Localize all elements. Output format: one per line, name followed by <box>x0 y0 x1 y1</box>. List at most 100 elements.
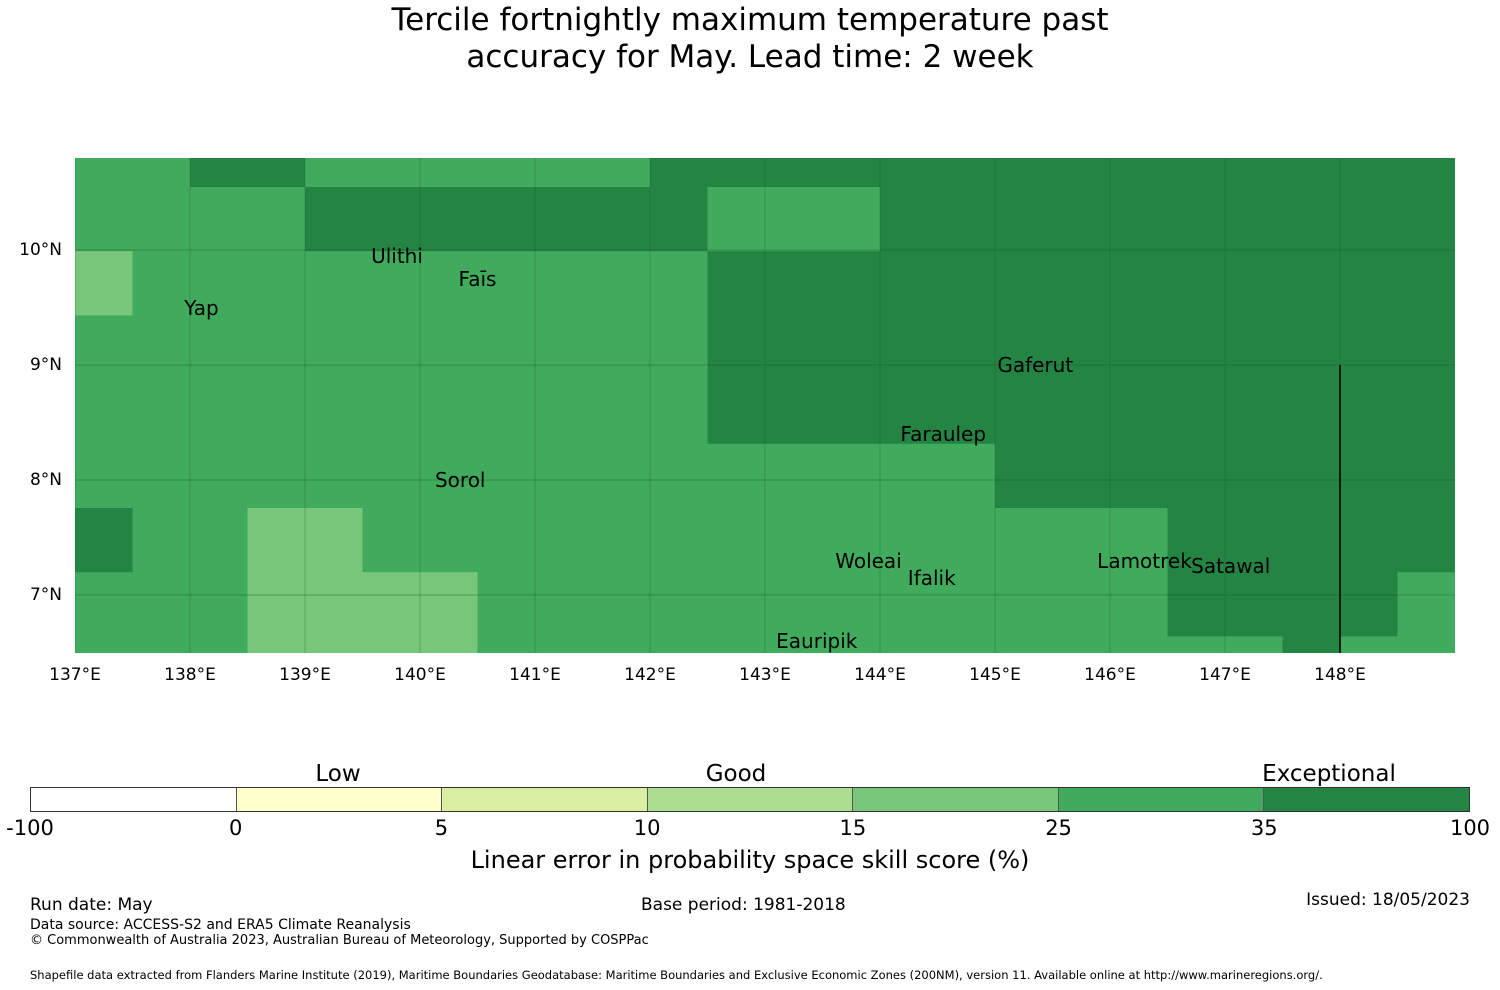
run-date: Run date: May <box>30 895 153 915</box>
grid-cell <box>650 158 709 188</box>
grid-cell <box>1167 158 1226 188</box>
grid-cell <box>190 315 249 381</box>
grid-cell <box>995 508 1054 573</box>
grid-cell <box>1110 636 1169 653</box>
grid-cell <box>1225 187 1284 252</box>
longitude-tick-label: 141°E <box>509 665 561 685</box>
grid-cell <box>1340 636 1399 653</box>
longitude-tick-label: 138°E <box>164 665 216 685</box>
place-label: Yap <box>184 295 219 320</box>
longitude-tick-label: 140°E <box>394 665 446 685</box>
grid-cell <box>880 508 939 573</box>
latitude-tick-label: 8°N <box>29 470 62 490</box>
grid-cell <box>1052 443 1111 509</box>
grid-cell <box>822 572 881 637</box>
longitude-tick-label: 146°E <box>1084 665 1136 685</box>
grid-cell <box>707 187 766 252</box>
grid-cell <box>592 315 651 381</box>
grid-cell <box>650 251 709 316</box>
grid-cell <box>190 379 249 445</box>
grid-cell <box>937 251 996 316</box>
latitude-tick-label: 10°N <box>19 240 62 260</box>
colorbar-tick-label: 100 <box>1449 816 1491 840</box>
grid-cell <box>1110 251 1169 316</box>
grid-cell <box>880 315 939 381</box>
grid-cell <box>1225 636 1284 653</box>
grid-cell <box>707 443 766 509</box>
grid-cell <box>765 636 824 653</box>
grid-cell <box>1397 251 1455 316</box>
grid-cell <box>132 508 191 573</box>
grid-cell <box>1110 379 1169 445</box>
place-label: Woleai <box>835 548 902 573</box>
grid-cell <box>1110 158 1169 188</box>
grid-cell <box>592 443 651 509</box>
grid-cell <box>937 508 996 573</box>
colorbar-tick-label: 35 <box>1250 816 1278 840</box>
grid-cell <box>1397 572 1455 637</box>
grid-cell <box>1340 315 1399 381</box>
grid-cell <box>190 251 249 316</box>
grid-cell <box>132 443 191 509</box>
data-source: Data source: ACCESS-S2 and ERA5 Climate … <box>30 917 411 933</box>
grid-cell <box>1052 187 1111 252</box>
grid-cell <box>1052 379 1111 445</box>
grid-cell <box>707 508 766 573</box>
grid-cell <box>1167 251 1226 316</box>
grid-cell <box>592 187 651 252</box>
grid-cell <box>1397 636 1455 653</box>
grid-cell <box>420 572 479 637</box>
grid-cell <box>1397 187 1455 252</box>
colorbar-tick-label: 0 <box>229 816 243 840</box>
grid-cell <box>822 379 881 445</box>
grid-cell <box>362 636 421 653</box>
place-label: Faīs <box>458 266 497 291</box>
grid-cell <box>822 187 881 252</box>
grid-cell <box>1282 443 1341 509</box>
grid-cell <box>1110 508 1169 573</box>
colorbar-tick-label: -100 <box>6 816 54 840</box>
grid-cell <box>420 158 479 188</box>
grid-cell <box>362 508 421 573</box>
colorbar-tick-label: 10 <box>633 816 661 840</box>
grid-cell <box>247 315 306 381</box>
grid-cell <box>1052 158 1111 188</box>
grid-cell <box>305 379 364 445</box>
grid-cell <box>247 572 306 637</box>
grid-cell <box>1110 572 1169 637</box>
grid-cell <box>132 315 191 381</box>
grid-cell <box>822 251 881 316</box>
grid-cell <box>1225 379 1284 445</box>
grid-cell <box>1282 508 1341 573</box>
grid-cell <box>132 187 191 252</box>
grid-cell <box>937 636 996 653</box>
copyright: © Commonwealth of Australia 2023, Austra… <box>30 933 649 948</box>
grid-cell <box>305 508 364 573</box>
latitude-tick-label: 9°N <box>29 355 62 375</box>
place-label: Ifalik <box>907 565 956 590</box>
grid-cell <box>477 158 536 188</box>
grid-cell <box>1282 379 1341 445</box>
grid-cell <box>822 158 881 188</box>
grid-cell <box>362 315 421 381</box>
grid-cell <box>477 251 536 316</box>
grid-cell <box>650 636 709 653</box>
grid-cell <box>477 379 536 445</box>
grid-cell <box>592 158 651 188</box>
grid-cell <box>247 636 306 653</box>
grid-cell <box>1225 572 1284 637</box>
grid-cell <box>707 379 766 445</box>
title-line-2: accuracy for May. Lead time: 2 week <box>466 39 1034 75</box>
grid-cell <box>1167 508 1226 573</box>
grid-cell <box>1052 572 1111 637</box>
colorbar-segment <box>442 788 648 811</box>
grid-cell <box>1282 158 1341 188</box>
longitude-tick-label: 137°E <box>49 665 101 685</box>
grid-cell <box>247 187 306 252</box>
grid-cell <box>75 443 134 509</box>
grid-cell <box>190 187 249 252</box>
grid-cell <box>1167 443 1226 509</box>
colorbar-tick-label: 25 <box>1045 816 1072 840</box>
grid-cell <box>707 636 766 653</box>
grid-cell <box>1052 315 1111 381</box>
